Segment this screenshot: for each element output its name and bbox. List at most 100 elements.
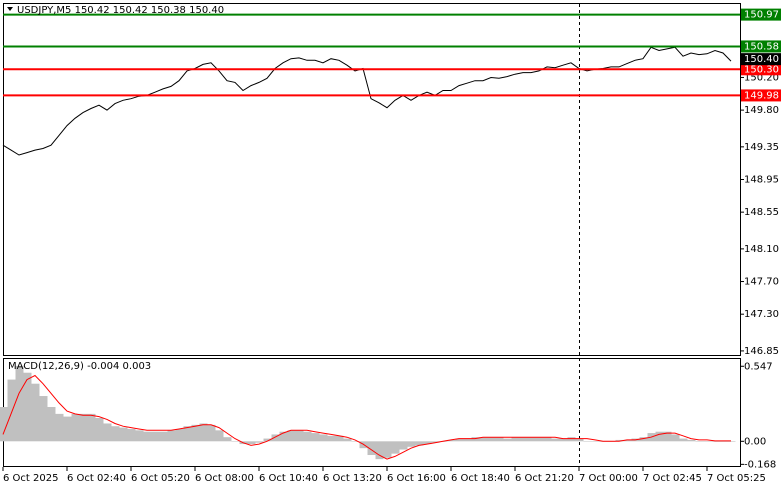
macd-bar [663,431,672,442]
macd-bar [559,438,568,442]
x-tick-label: 6 Oct 05:20 [131,473,190,484]
macd-bar [383,441,392,458]
macd-bar [0,407,8,442]
macd-bar [303,431,312,442]
x-tick-label: 6 Oct 16:00 [387,473,446,484]
macd-bar [191,424,200,442]
macd-bar [423,441,432,445]
level-label: 150.97 [744,10,779,21]
level-label-box [741,8,781,21]
y-tick-label: 149.35 [744,142,779,153]
macd-bar [135,430,144,442]
x-tick-label: 6 Oct 2025 [3,473,58,484]
macd-bar [175,428,184,442]
macd-bar [335,435,344,442]
x-tick-label: 6 Oct 13:20 [323,473,382,484]
macd-bar [719,441,728,442]
macd-bar [319,434,328,442]
y-tick-label: 146.85 [744,346,779,357]
macd-bar [711,441,720,442]
macd-bar [703,441,712,442]
macd-bar [463,438,472,442]
signal-line [2,374,731,460]
macd-bar [95,417,104,442]
macd-bar [375,441,384,460]
macd-bar [207,424,216,442]
y-tick-label: 147.30 [744,309,779,320]
y-tick-label: 148.95 [744,175,779,186]
macd-title: MACD(12,26,9) -0.004 0.003 [8,361,151,372]
macd-bar [639,437,648,442]
macd-bar [119,427,128,442]
macd-bar [271,434,280,442]
macd-bar [695,441,704,442]
macd-bar [655,431,664,442]
macd-bar [127,428,136,442]
macd-bar [367,441,376,456]
x-tick-label: 6 Oct 08:00 [195,473,254,484]
level-label: 149.98 [744,90,779,101]
current-price-box [741,53,781,66]
macd-bar [391,441,400,454]
macd-bar [591,441,600,442]
y-tick-label: 147.70 [744,277,779,288]
level-label-box [741,89,781,102]
macd-bar [567,437,576,442]
macd-bar [671,434,680,442]
macd-bar [87,413,96,442]
price-line [2,46,732,156]
current-price-label: 150.40 [744,54,779,65]
macd-bar [183,426,192,442]
macd-bar [167,430,176,442]
macd-bar [7,379,16,442]
x-tick-label: 6 Oct 21:20 [515,473,574,484]
macd-bar [679,438,688,442]
macd-bar [727,441,736,442]
macd-bar [103,423,112,442]
macd-bar [455,438,464,442]
macd-bar [63,416,72,442]
macd-bar [247,441,256,445]
macd-bar [287,430,296,442]
level-label-box [741,40,781,53]
macd-bar [279,431,288,442]
y-tick-label: -0.168 [744,459,776,470]
macd-bar [415,441,424,446]
macd-bar [543,437,552,442]
y-tick-label: 149.80 [744,105,779,116]
macd-bar [431,441,440,443]
macd-bar [199,423,208,442]
macd-bar [687,439,696,442]
macd-bar [15,365,24,442]
macd-bar [223,437,232,442]
macd-bar [495,437,504,442]
macd-bar [23,372,32,442]
macd-bar [79,413,88,442]
macd-bar [143,431,152,442]
macd-bar [31,383,40,442]
macd-bar [503,438,512,442]
macd-bar [351,441,360,442]
macd-bar [511,437,520,442]
y-tick-label: 148.10 [744,244,779,255]
macd-bar [231,441,240,442]
x-tick-label: 7 Oct 02:45 [643,473,702,484]
macd-bar [551,438,560,442]
macd-bar [615,439,624,442]
macd-bar [623,439,632,442]
macd-bar [327,435,336,442]
macd-bar [519,437,528,442]
macd-bar [215,430,224,442]
macd-bar [471,437,480,442]
macd-bar [583,441,592,442]
x-tick-label: 7 Oct 00:00 [579,473,638,484]
macd-bar [343,438,352,442]
macd-bar [479,437,488,442]
macd-bar [447,439,456,442]
macd-bar [55,413,64,442]
macd-bar [399,441,408,450]
macd-bar [407,441,416,447]
x-tick-label: 6 Oct 10:40 [259,473,318,484]
macd-bar [535,437,544,442]
